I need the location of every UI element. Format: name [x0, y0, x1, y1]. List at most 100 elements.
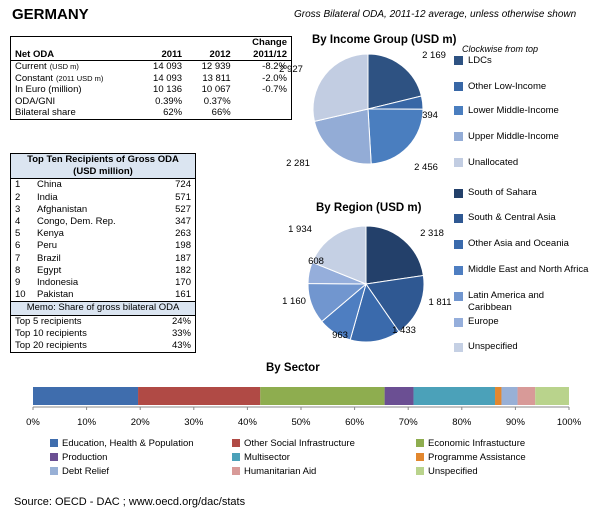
legend-label: Humanitarian Aid: [244, 466, 317, 477]
memo-row: Top 10 recipients 33%: [11, 328, 196, 340]
sector-tick-label: 40%: [238, 417, 258, 428]
oda-v2011: 10 136: [153, 84, 183, 95]
sector-bar: 0% 10% 20% 30% 40% 50% 60% 70% 80% 90% 100%: [26, 387, 582, 428]
sector-tick-label: 80%: [452, 417, 472, 428]
pie-slice: [365, 274, 425, 333]
memo-title: Memo: Share of gross bilateral ODA: [26, 302, 180, 314]
sector-tick-label: 0%: [26, 417, 40, 428]
legend-swatch: [454, 106, 463, 115]
legend-swatch: [50, 453, 58, 461]
oda-label-text: Bilateral share: [15, 107, 76, 118]
memo-value: 24%: [171, 315, 191, 327]
oda-v2011: 14 093: [153, 72, 183, 84]
recipient-name: Kenya: [37, 228, 64, 240]
oda-row: In Euro (million) 10 136 10 067 -0.7%: [11, 84, 292, 96]
recipient-value: 198: [175, 240, 191, 252]
oda-v2012: 66%: [211, 107, 231, 118]
sector-tick-label: 10%: [77, 417, 97, 428]
top-recipients-title: Top Ten Recipients of Gross ODA: [27, 154, 179, 165]
memo-label: Top 10 recipients: [15, 327, 87, 339]
legend-label: Other Asia and Oceania: [468, 238, 569, 249]
pie-slice: [313, 108, 372, 165]
legend-swatch: [232, 439, 240, 447]
sector-tick-label: 20%: [131, 417, 151, 428]
legend-swatch: [454, 292, 463, 301]
sector-bar-segment: [495, 387, 502, 405]
legend-swatch: [454, 343, 463, 352]
sector-tick-label: 50%: [291, 417, 311, 428]
pie-value-label: 394: [422, 110, 438, 121]
page-subtitle: Gross Bilateral ODA, 2011-12 average, un…: [294, 9, 577, 20]
oda-header-label: Net ODA: [10, 48, 138, 61]
recipient-name: Brazil: [37, 252, 61, 264]
recipient-value: 263: [175, 228, 191, 240]
pie-slice: [365, 225, 424, 285]
clockwise-note: Clockwise from top: [462, 44, 539, 54]
pie-value-label: 963: [332, 330, 348, 341]
pie-value-label: 2 456: [414, 162, 438, 173]
legend-swatch: [454, 158, 463, 167]
change-label-2: 2011/12: [234, 48, 292, 61]
pie-value-label: 2 318: [420, 228, 444, 239]
recipient-value: 571: [175, 191, 191, 203]
income-pie: 2 169 394 2 456 2 281 2 927: [279, 50, 446, 173]
legend-label: Unspecified: [428, 466, 478, 477]
legend-label: Other Low-Income: [468, 81, 547, 92]
oda-row-label: In Euro (million): [11, 84, 138, 96]
recipient-rank: 4: [15, 216, 21, 228]
oda-row: Bilateral share 62% 66%: [11, 107, 292, 119]
pie-value-label: 2 927: [279, 64, 303, 75]
oda-row: ODA/GNI 0.39% 0.37%: [11, 96, 292, 108]
memo-label: Top 20 recipients: [15, 340, 87, 352]
recipient-value: 527: [175, 203, 191, 215]
legend-label: South of Sahara: [468, 187, 537, 198]
legend-swatch: [232, 467, 240, 475]
oda-v2012: 13 811: [202, 72, 231, 84]
oda-change: -8.2%: [262, 61, 287, 72]
recipient-row: 2 India 571: [11, 192, 196, 204]
change-label-1: Change: [234, 36, 292, 49]
recipient-row: 9 Indonesia 170: [11, 277, 196, 289]
legend-swatch: [232, 453, 240, 461]
recipient-name: Peru: [37, 240, 58, 252]
recipient-rank: 5: [15, 228, 21, 240]
recipient-value: 347: [175, 216, 191, 228]
oda-row-label: Current (USD m): [11, 61, 138, 73]
oda-row: Current (USD m) 14 093 12 939 -8.2%: [11, 61, 292, 73]
legend-swatch: [454, 266, 463, 275]
oda-change: -0.7%: [262, 84, 287, 95]
legend-label: Unallocated: [468, 157, 519, 168]
legend-swatch: [454, 56, 463, 65]
sector-bar-segment: [33, 387, 139, 405]
oda-v2011: 14 093: [153, 61, 183, 72]
recipient-row: 7 Brazil 187: [11, 253, 196, 265]
legend-label: Programme Assistance: [428, 452, 526, 463]
legend-label: Europe: [468, 316, 499, 327]
oda-label-text: In Euro (million): [15, 84, 82, 95]
recipient-row: 6 Peru 198: [11, 240, 196, 252]
sector-tick-label: 100%: [557, 417, 582, 428]
page-title: GERMANY: [12, 6, 89, 23]
oda-header-2011: 2011: [137, 48, 187, 61]
recipient-value: 724: [175, 179, 191, 191]
pie-value-label: 1 934: [288, 224, 312, 235]
pie-slice: [367, 53, 423, 110]
oda-v2011: 0.39%: [155, 95, 183, 107]
legend-swatch: [416, 467, 424, 475]
recipient-rank: 10: [15, 289, 26, 301]
recipient-name: Congo, Dem. Rep.: [37, 216, 116, 228]
legend-swatch: [454, 318, 463, 327]
recipient-name: Indonesia: [37, 277, 79, 289]
oda-header-2012: 2012: [186, 48, 235, 61]
legend-swatch: [416, 439, 424, 447]
oda-change: -2.0%: [262, 72, 287, 84]
memo-value: 43%: [171, 340, 191, 352]
sector-bar-segment: [535, 387, 569, 405]
oda-v2012: 0.37%: [203, 95, 231, 107]
legend-label: Economic Infrastucture: [428, 438, 526, 449]
memo-row: Top 20 recipients 43%: [11, 340, 196, 353]
oda-label-unit: (2011 USD m): [56, 73, 104, 83]
oda-label-text: Current: [15, 61, 47, 72]
legend-label: Middle East and North Africa: [468, 264, 589, 275]
